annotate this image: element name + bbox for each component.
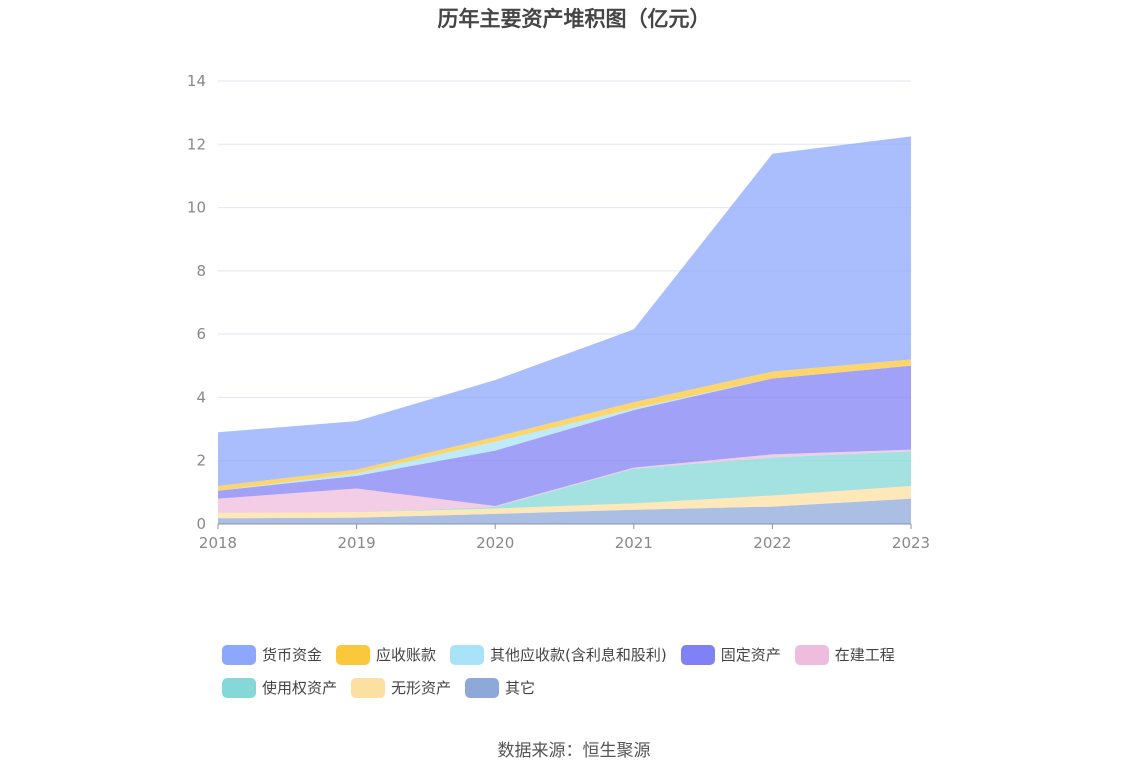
legend-swatch bbox=[465, 677, 500, 698]
y-tick-label: 8 bbox=[196, 262, 206, 280]
legend-item[interactable]: 无形资产 bbox=[351, 677, 451, 698]
legend: 货币资金 应收账款 其他应收款(含利息和股利) 固定资产 在建工程 使用权资产 无形资产 其… bbox=[222, 638, 982, 704]
y-tick-label: 14 bbox=[187, 72, 206, 90]
legend-label: 无形资产 bbox=[391, 679, 452, 697]
legend-swatch bbox=[336, 644, 371, 665]
legend-swatch bbox=[222, 677, 256, 698]
area-series bbox=[218, 449, 911, 513]
y-tick-label: 10 bbox=[187, 199, 206, 217]
legend-swatch bbox=[794, 644, 829, 665]
y-tick-label: 4 bbox=[196, 388, 206, 406]
chart-title: 历年主要资产堆积图（亿元） bbox=[437, 7, 711, 31]
x-tick-label: 2020 bbox=[476, 534, 514, 552]
x-tick-label: 2022 bbox=[753, 534, 791, 552]
legend-label: 固定资产 bbox=[720, 646, 781, 664]
legend-row: 货币资金 应收账款 其他应收款(含利息和股利) 固定资产 在建工程 bbox=[222, 638, 982, 671]
legend-item[interactable]: 固定资产 bbox=[680, 644, 781, 665]
legend-item[interactable]: 其他应收款(含利息和股利) bbox=[450, 644, 667, 665]
x-tick-label: 2018 bbox=[199, 534, 237, 552]
axes: 0 2 4 6 8 10 12 14 2018 2019 2020 2021 2022 2023 bbox=[187, 72, 930, 552]
legend-item[interactable]: 在建工程 bbox=[794, 644, 895, 665]
area-series bbox=[218, 451, 911, 513]
area-series bbox=[218, 486, 911, 519]
legend-item[interactable]: 使用权资产 bbox=[222, 677, 337, 698]
legend-item[interactable]: 货币资金 bbox=[222, 644, 322, 665]
y-tick-label: 6 bbox=[196, 325, 206, 343]
legend-item[interactable]: 应收账款 bbox=[336, 644, 436, 665]
y-tick-label: 0 bbox=[196, 515, 206, 533]
area-series bbox=[218, 498, 911, 524]
area-series bbox=[218, 365, 911, 506]
y-tick-label: 2 bbox=[196, 452, 206, 470]
x-tick-label: 2019 bbox=[338, 534, 376, 552]
x-tick-label: 2023 bbox=[892, 534, 930, 552]
legend-swatch bbox=[450, 644, 485, 665]
legend-label: 使用权资产 bbox=[262, 679, 338, 697]
legend-label: 其它 bbox=[505, 679, 536, 697]
legend-label: 其他应收款(含利息和股利) bbox=[490, 646, 667, 664]
legend-label: 货币资金 bbox=[262, 646, 323, 664]
legend-item[interactable]: 其它 bbox=[465, 677, 535, 698]
area-series bbox=[218, 136, 911, 524]
legend-row: 使用权资产 无形资产 其它 bbox=[222, 671, 982, 704]
legend-swatch bbox=[351, 677, 386, 698]
area-series bbox=[218, 365, 911, 491]
x-tick-label: 2021 bbox=[615, 534, 653, 552]
legend-swatch bbox=[222, 644, 256, 665]
legend-label: 在建工程 bbox=[834, 646, 895, 664]
legend-swatch bbox=[680, 644, 715, 665]
legend-label: 应收账款 bbox=[376, 646, 437, 664]
source-note: 数据来源：恒生聚源 bbox=[497, 741, 651, 761]
y-tick-label: 12 bbox=[187, 135, 206, 153]
area-series bbox=[218, 136, 911, 487]
